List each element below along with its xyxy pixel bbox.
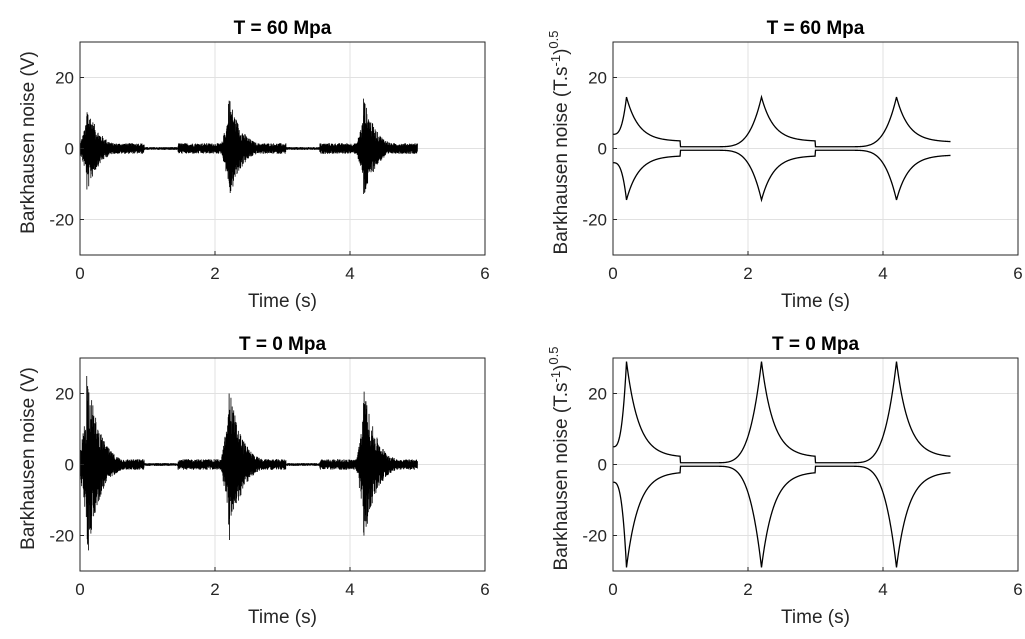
x-axis-label: Time (s) — [781, 607, 850, 628]
x-tick-label: 0 — [608, 264, 617, 283]
y-tick-label: 20 — [588, 69, 607, 88]
y-axis-label: Barkhausen noise (T.s-1)0.5 — [546, 31, 572, 255]
x-tick-label: 4 — [878, 264, 887, 283]
chart-panel-2: 0 2 4 6 -20 0 20 T = 60 Mpa Time (s) Barkhausen n… — [546, 18, 1023, 312]
y-tick-label: 20 — [55, 69, 74, 88]
y-tick-label: 0 — [65, 456, 74, 475]
chart-panel-3: 0 2 4 6 -20 0 20 T = 0 Mpa Time (s) Barkhausen no… — [18, 334, 490, 628]
series-lower-envelope — [613, 149, 951, 203]
x-tick-label: 6 — [1013, 580, 1022, 599]
chart-title: T = 0 Mpa — [239, 334, 327, 355]
chart-title: T = 60 Mpa — [767, 18, 865, 39]
y-axis-label: Barkhausen noise (V) — [18, 367, 39, 550]
y-tick-label: 20 — [55, 385, 74, 404]
x-axis-label: Time (s) — [781, 291, 850, 312]
y-tick-label: -20 — [582, 211, 607, 230]
x-tick-label: 0 — [75, 264, 84, 283]
series-lower-envelope — [613, 465, 951, 568]
y-tick-label: 0 — [598, 456, 607, 475]
y-axis-label: Barkhausen noise (V) — [18, 51, 39, 234]
chart-panel-1: 0 2 4 6 -20 0 20 T = 60 Mpa Time (s) Barkhausen n… — [18, 18, 490, 312]
y-tick-label: -20 — [49, 211, 74, 230]
x-tick-label: 2 — [210, 580, 219, 599]
series-upper-envelope — [613, 361, 951, 464]
x-tick-label: 6 — [480, 264, 489, 283]
y-tick-label: -20 — [582, 527, 607, 546]
x-tick-label: 6 — [1013, 264, 1022, 283]
x-tick-label: 4 — [345, 264, 354, 283]
series-group — [80, 376, 418, 551]
series-upper-envelope — [613, 94, 951, 148]
chart-title: T = 0 Mpa — [772, 334, 860, 355]
x-tick-label: 2 — [743, 264, 752, 283]
x-axis-label: Time (s) — [248, 291, 317, 312]
chart-title: T = 60 Mpa — [234, 18, 332, 39]
y-tick-label: -20 — [49, 527, 74, 546]
x-tick-label: 0 — [75, 580, 84, 599]
series-group — [613, 94, 951, 203]
x-tick-label: 4 — [878, 580, 887, 599]
series-line-1 — [80, 376, 418, 551]
chart-panel-4: 0 2 4 6 -20 0 20 T = 0 Mpa Time (s) Barkhausen no… — [546, 334, 1023, 628]
y-tick-label: 20 — [588, 385, 607, 404]
x-tick-label: 2 — [743, 580, 752, 599]
x-tick-label: 2 — [210, 264, 219, 283]
series-group — [613, 361, 951, 568]
series-line-1 — [80, 98, 418, 195]
y-axis-label: Barkhausen noise (T.s-1)0.5 — [546, 347, 572, 571]
x-axis-label: Time (s) — [248, 607, 317, 628]
x-tick-label: 6 — [480, 580, 489, 599]
x-tick-label: 0 — [608, 580, 617, 599]
x-tick-label: 4 — [345, 580, 354, 599]
series-group — [80, 98, 418, 195]
y-tick-label: 0 — [65, 140, 74, 159]
y-tick-label: 0 — [598, 140, 607, 159]
